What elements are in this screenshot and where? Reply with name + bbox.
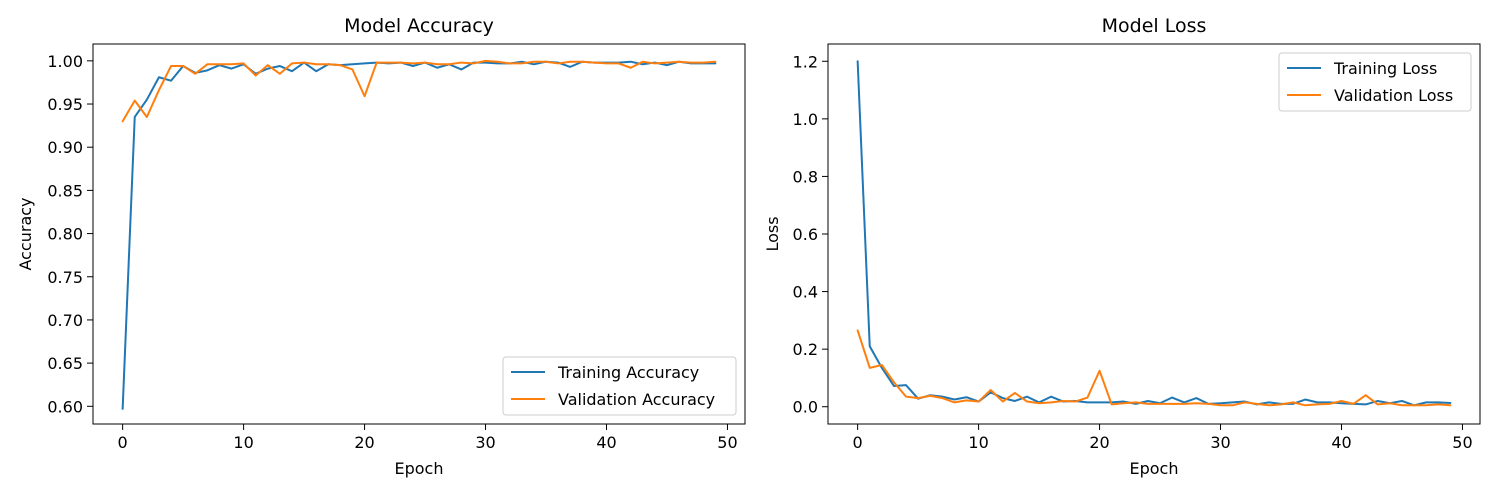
accuracy-chart-title: Model Accuracy — [344, 15, 494, 37]
x-tick-label: 20 — [1089, 433, 1109, 452]
loss-chart-title: Model Loss — [1102, 15, 1207, 37]
x-tick-label: 50 — [717, 433, 737, 452]
accuracy-series-lines — [121, 59, 717, 410]
y-tick-label: 0.6 — [793, 225, 818, 244]
y-tick-label: 1.00 — [47, 52, 83, 71]
series-line-validation — [121, 59, 717, 123]
loss-legend: Training Loss Validation Loss — [1278, 52, 1472, 112]
series-line-training — [856, 60, 1452, 407]
y-tick-label: 0.65 — [47, 354, 83, 373]
loss-y-axis-label: Loss — [763, 216, 782, 251]
x-tick-label: 0 — [853, 433, 863, 452]
x-tick-label: 30 — [475, 433, 495, 452]
loss-series-lines — [856, 60, 1452, 407]
accuracy-y-axis-label: Accuracy — [16, 197, 35, 270]
loss-legend-label-training: Training Loss — [1333, 59, 1437, 78]
y-tick-label: 0.75 — [47, 268, 83, 287]
y-tick-label: 0.70 — [47, 311, 83, 330]
accuracy-legend-label-training: Training Accuracy — [557, 363, 699, 382]
x-tick-label: 10 — [968, 433, 988, 452]
series-line-validation — [856, 329, 1452, 407]
y-tick-label: 0.60 — [47, 397, 83, 416]
accuracy-chart: Model Accuracy Epoch Accuracy 0 10 20 30 40 5… — [16, 15, 746, 478]
y-tick-label: 0.85 — [47, 181, 83, 200]
accuracy-legend: Training Accuracy Validation Accuracy — [502, 356, 737, 416]
accuracy-x-axis-label: Epoch — [395, 459, 444, 478]
loss-chart: Model Loss Epoch Loss 0 10 20 30 40 500.00.20… — [763, 15, 1481, 478]
y-tick-label: 0.95 — [47, 95, 83, 114]
y-tick-label: 0.2 — [793, 340, 818, 359]
loss-legend-label-validation: Validation Loss — [1334, 86, 1453, 105]
y-tick-label: 0.8 — [793, 167, 818, 186]
y-tick-label: 1.2 — [793, 52, 818, 71]
y-tick-label: 0.90 — [47, 138, 83, 157]
x-tick-label: 50 — [1452, 433, 1472, 452]
x-tick-label: 30 — [1210, 433, 1230, 452]
y-tick-label: 0.0 — [793, 398, 818, 417]
loss-legend-box — [1278, 52, 1472, 112]
accuracy-legend-label-validation: Validation Accuracy — [558, 390, 715, 409]
y-tick-label: 0.80 — [47, 225, 83, 244]
loss-axis-ticks: 0 10 20 30 40 50 0.0 0.2 0.4 0.6 0.8 1.0 1.2 — [793, 52, 1473, 452]
x-tick-label: 40 — [1331, 433, 1351, 452]
x-tick-label: 0 — [118, 433, 128, 452]
accuracy-axis-ticks: 0 10 20 30 40 50 0.60 0.65 0.70 0.75 0.80 0.85 0.90 0… — [47, 52, 737, 452]
x-tick-label: 10 — [233, 433, 253, 452]
accuracy-legend-box — [502, 356, 737, 416]
loss-x-axis-label: Epoch — [1130, 459, 1179, 478]
x-tick-label: 20 — [354, 433, 374, 452]
x-tick-label: 40 — [596, 433, 616, 452]
y-tick-label: 0.4 — [793, 283, 818, 302]
y-tick-label: 1.0 — [793, 110, 818, 129]
